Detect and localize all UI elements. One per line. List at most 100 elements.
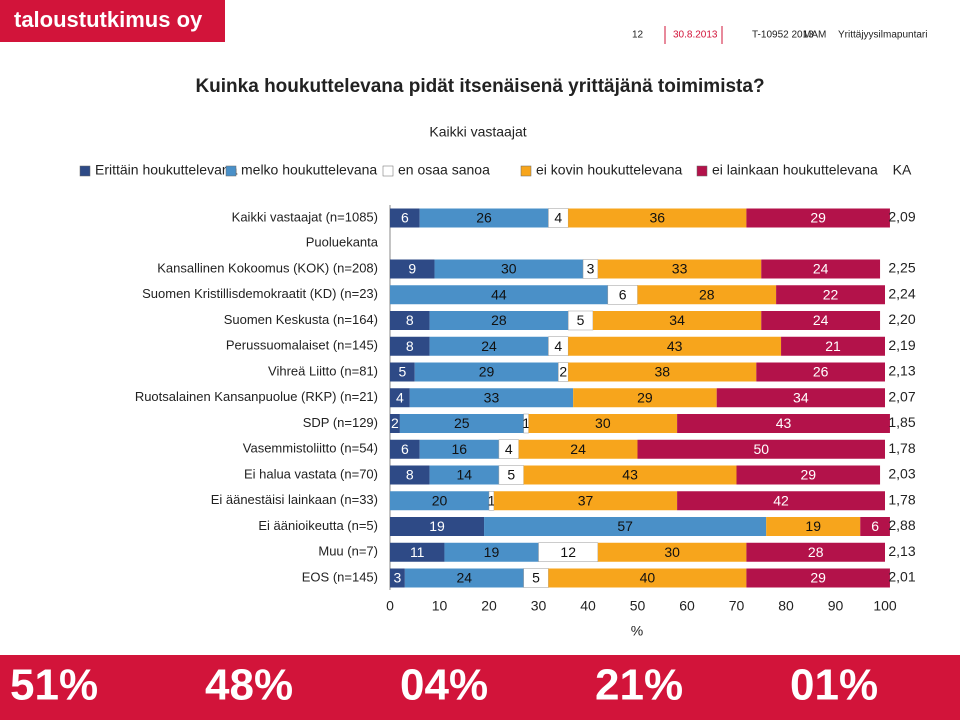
data-label: 38	[654, 364, 670, 380]
legend-swatch	[79, 165, 91, 177]
x-tick-label: 80	[778, 598, 794, 614]
legend-label: en osaa sanoa	[398, 162, 490, 178]
legend-swatch	[520, 165, 532, 177]
bar-segment	[390, 285, 608, 305]
data-label: 6	[401, 441, 409, 457]
bar-segment	[390, 542, 445, 562]
bar-segment	[390, 388, 410, 408]
bar-segment	[390, 414, 400, 433]
bar-segment	[548, 568, 747, 588]
data-label: 28	[491, 312, 507, 328]
bar-segment	[484, 517, 767, 536]
data-label: 34	[669, 312, 685, 328]
data-label: 8	[406, 338, 414, 354]
bar-segment	[409, 388, 574, 408]
mean-value: 2,01	[888, 569, 915, 585]
bar-segment	[582, 259, 599, 279]
row-label: SDP (n=129)	[303, 415, 378, 430]
data-label: 8	[406, 312, 414, 328]
bar-segment	[592, 311, 762, 330]
data-label: 3	[394, 570, 402, 586]
bar-segment	[429, 465, 499, 485]
bar-segment	[429, 311, 569, 330]
bar-segment	[766, 517, 861, 536]
data-label: 19	[429, 518, 445, 534]
bar-segment	[518, 439, 638, 459]
x-axis-label: %	[631, 623, 643, 639]
row-label: Suomen Kristillisdemokraatit (KD) (n=23)	[142, 286, 378, 301]
bar-segment	[390, 439, 420, 459]
data-label: 26	[476, 210, 492, 226]
x-tick-label: 50	[630, 598, 646, 614]
data-label: 28	[808, 544, 824, 560]
data-label: 4	[554, 338, 562, 354]
data-label: 5	[398, 364, 406, 380]
row-label: Suomen Keskusta (n=164)	[224, 312, 378, 327]
row-label: EOS (n=145)	[302, 569, 378, 584]
data-label: 37	[578, 492, 594, 508]
data-label: 5	[532, 570, 540, 586]
legend-swatch	[696, 165, 708, 177]
bar-segment	[761, 311, 881, 330]
logo-box	[0, 0, 225, 42]
mean-value: 2,24	[888, 285, 915, 301]
data-label: 24	[481, 338, 497, 354]
x-tick-label: 30	[531, 598, 547, 614]
chart-subtitle: Kaikki vastaajat	[429, 124, 526, 140]
legend-label: ei kovin houkuttelevana	[536, 162, 683, 178]
legend-label: Erittäin houkuttelevana	[95, 162, 238, 178]
row-label: Kaikki vastaajat (n=1085)	[232, 209, 378, 224]
data-label: 12	[560, 544, 576, 560]
data-label: 24	[813, 261, 829, 277]
bar-segment	[677, 491, 885, 511]
data-label: 24	[456, 570, 472, 586]
group-label: Puoluekanta	[306, 234, 379, 249]
data-label: 4	[554, 210, 562, 226]
bar-segment	[637, 285, 777, 305]
data-label: 6	[401, 210, 409, 226]
bar-segment	[493, 491, 678, 511]
bar-segment	[736, 465, 881, 485]
x-tick-label: 10	[432, 598, 448, 614]
project: Yrittäjyysilmapuntari	[838, 30, 927, 41]
data-label: 4	[396, 389, 404, 405]
data-label: 2	[559, 364, 567, 380]
bar-segment	[390, 465, 430, 485]
row-label: Vasemmistoliitto (n=54)	[243, 441, 378, 456]
data-label: 5	[577, 312, 585, 328]
data-label: 40	[640, 570, 656, 586]
bar-segment	[390, 336, 430, 356]
bar-segment	[746, 568, 890, 588]
data-label: 28	[699, 286, 715, 302]
data-label: 9	[408, 261, 416, 277]
data-label: 43	[622, 467, 638, 483]
bar-segment	[399, 414, 524, 433]
data-label: 29	[810, 570, 826, 586]
bar-segment	[746, 542, 885, 562]
mean-value: 2,13	[888, 543, 915, 559]
data-label: 44	[491, 286, 507, 302]
bar-segment	[390, 362, 415, 382]
bar-segment	[568, 208, 747, 228]
data-label: 30	[664, 544, 680, 560]
x-tick-label: 70	[729, 598, 745, 614]
data-label: 19	[484, 544, 500, 560]
bar-segment	[419, 208, 549, 228]
data-label: 24	[813, 312, 829, 328]
data-label: 19	[805, 518, 821, 534]
bar-segment	[390, 491, 489, 511]
data-label: 3	[587, 261, 595, 277]
banner-text: 48%	[205, 661, 293, 710]
data-label: 43	[776, 415, 792, 431]
data-label: 16	[452, 441, 468, 457]
data-label: 2	[391, 415, 399, 431]
row-label: Perussuomalaiset (n=145)	[226, 338, 378, 353]
bar-segment	[390, 259, 435, 279]
data-label: 24	[570, 441, 586, 457]
data-label: 20	[432, 492, 448, 508]
data-label: 57	[617, 518, 633, 534]
bar-segment	[573, 388, 717, 408]
data-label: 30	[595, 415, 611, 431]
data-label: 8	[406, 467, 414, 483]
data-label: 6	[871, 518, 879, 534]
